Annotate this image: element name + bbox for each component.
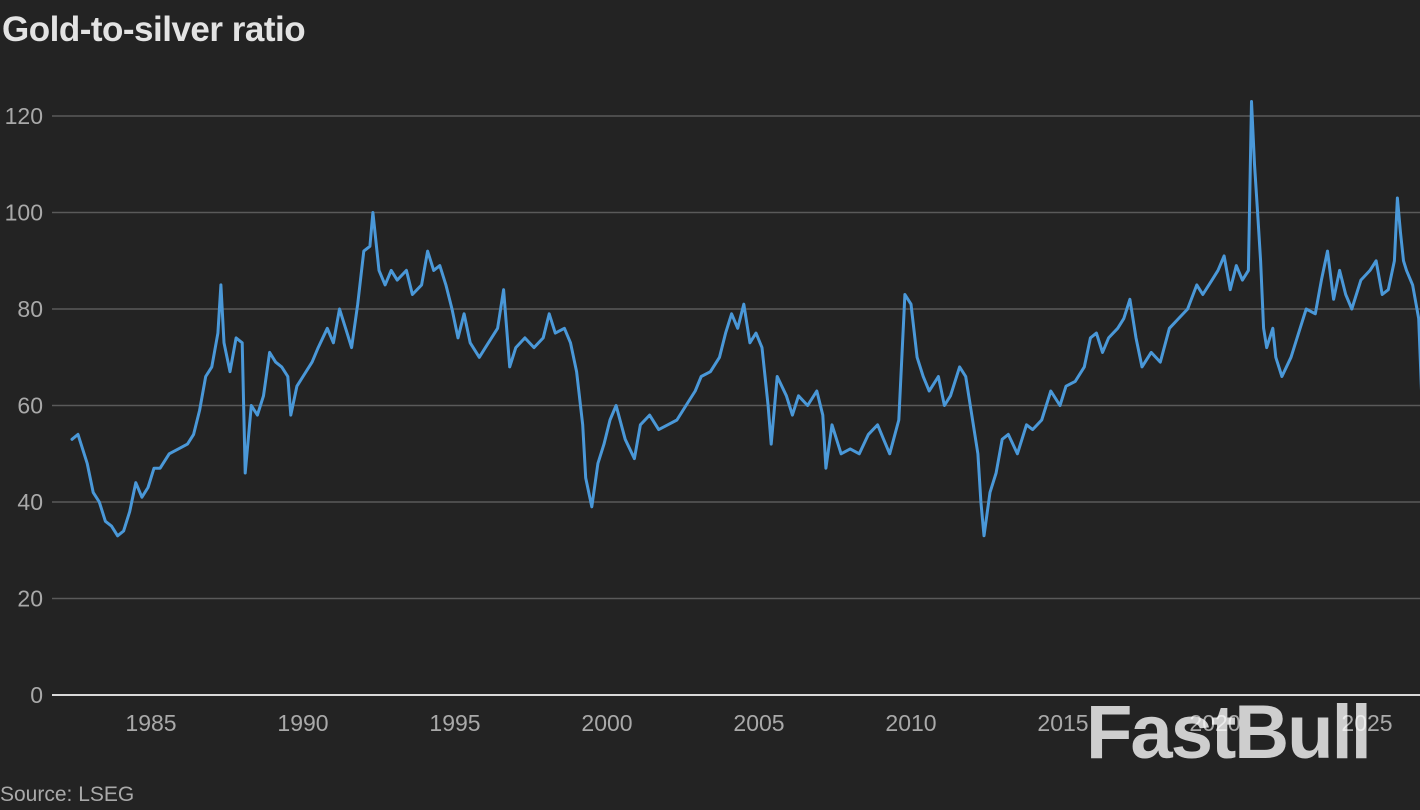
x-tick-label-1985: 1985 — [125, 710, 176, 736]
grid-lines — [52, 115, 1420, 696]
y-tick-label-80: 80 — [17, 296, 43, 322]
y-tick-label-20: 20 — [17, 586, 43, 612]
x-tick-label-2015: 2015 — [1037, 710, 1088, 736]
x-axis-ticks: 1985 1990 1995 2000 2005 2010 2015 2020 2025 — [125, 710, 1392, 736]
x-tick-label-1995: 1995 — [429, 710, 480, 736]
y-axis-ticks: 0 20 40 60 80 100 120 — [5, 103, 43, 708]
x-tick-label-2005: 2005 — [733, 710, 784, 736]
x-tick-label-2000: 2000 — [581, 710, 632, 736]
chart-title: Gold-to-silver ratio — [2, 10, 306, 49]
x-tick-label-2020: 2020 — [1189, 710, 1240, 736]
x-tick-label-1990: 1990 — [277, 710, 328, 736]
series-line-0 — [70, 100, 1420, 538]
x-tick-label-2010: 2010 — [885, 710, 936, 736]
x-tick-label-2025: 2025 — [1341, 710, 1392, 736]
y-tick-label-60: 60 — [17, 393, 43, 419]
source-note: Source: LSEG — [0, 783, 135, 806]
y-tick-label-100: 100 — [5, 200, 43, 226]
y-tick-label-40: 40 — [17, 489, 43, 515]
y-tick-label-0: 0 — [30, 682, 43, 708]
series-group — [70, 100, 1420, 538]
watermark-logo: FastBull — [1086, 690, 1372, 775]
y-tick-label-120: 120 — [5, 103, 43, 129]
